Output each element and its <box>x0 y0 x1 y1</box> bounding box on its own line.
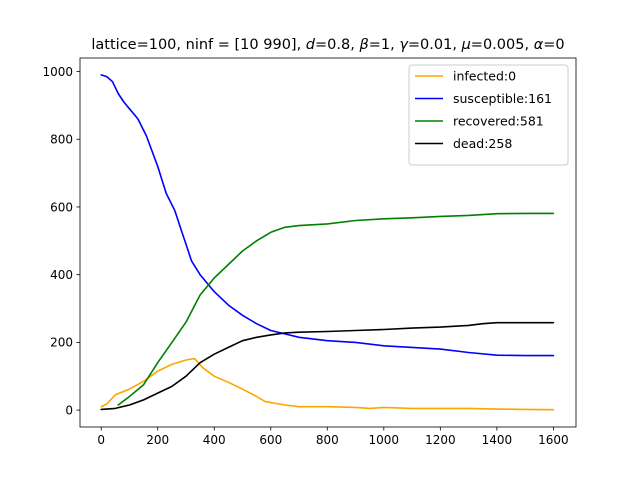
legend-label-2: recovered:581 <box>453 114 544 129</box>
chart-title: lattice=100, ninf = [10 990], d=0.8, β=1… <box>91 37 564 53</box>
legend-label-1: susceptible:161 <box>453 91 552 106</box>
x-tick-label: 400 <box>203 433 226 447</box>
x-tick-label: 0 <box>97 433 105 447</box>
legend: infected:0 susceptible:161 recovered:581 de… <box>408 64 569 166</box>
legend-label-3: dead:258 <box>453 136 512 151</box>
y-tick-label: 200 <box>50 336 73 350</box>
x-tick-label: 800 <box>316 433 339 447</box>
x-tick-label: 1200 <box>425 433 456 447</box>
x-tick-label: 200 <box>146 433 169 447</box>
legend-box <box>408 64 569 166</box>
x-tick-label: 1400 <box>482 433 513 447</box>
axes-layer: 0 200 400 600 800 1000 1200 1400 1600 0 200 400 600 8… <box>42 57 577 447</box>
legend-label-0: infected:0 <box>453 69 516 84</box>
y-tick-label: 400 <box>50 268 73 282</box>
x-tick-label: 1600 <box>538 433 569 447</box>
x-tick-label: 600 <box>259 433 282 447</box>
y-tick-label: 1000 <box>42 65 73 79</box>
y-tick-label: 800 <box>50 133 73 147</box>
series-line-2 <box>117 212 555 406</box>
axes-frame <box>79 57 577 428</box>
x-tick-label: 1000 <box>369 433 400 447</box>
series-line-3 <box>100 321 555 411</box>
series-line-1 <box>100 74 555 357</box>
series-layer <box>100 74 555 411</box>
y-tick-label: 0 <box>65 403 73 417</box>
y-tick-label: 600 <box>50 200 73 214</box>
